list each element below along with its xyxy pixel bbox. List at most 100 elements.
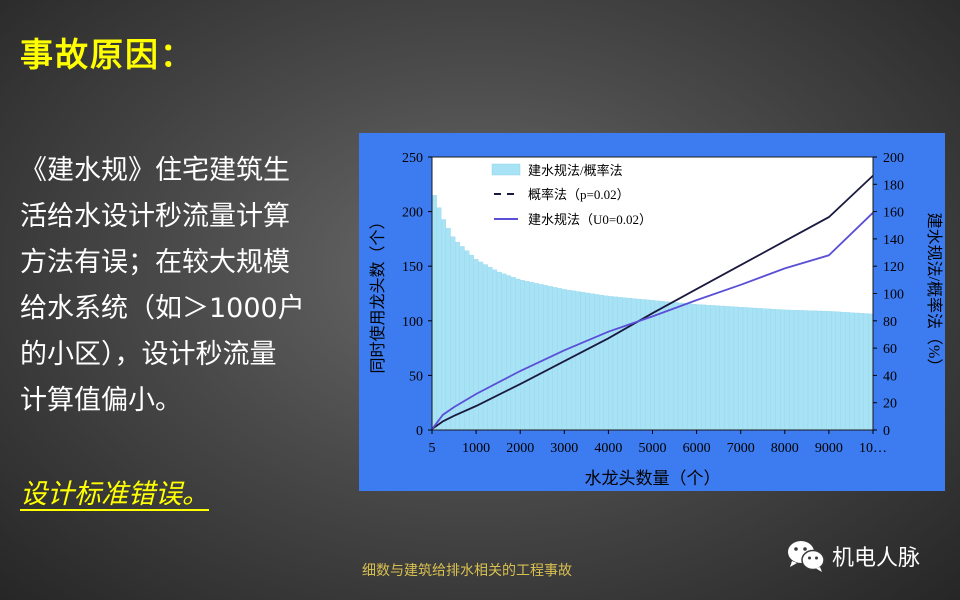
ratio-bar	[747, 307, 753, 431]
ratio-bar	[858, 313, 864, 431]
brand-watermark: 机电人脉	[786, 538, 920, 574]
y-left-tick-label: 0	[416, 424, 423, 439]
legend-label-code: 建水规法（U0=0.02）	[528, 212, 652, 227]
ratio-bar	[492, 269, 498, 431]
ratio-bar	[589, 293, 595, 431]
y-left-tick-label: 150	[402, 260, 423, 275]
ratio-bar	[687, 303, 693, 431]
ratio-bar	[789, 309, 795, 431]
x-tick-label: 3000	[550, 441, 578, 456]
x-tick-label: 4000	[594, 441, 622, 456]
ratio-bar	[575, 291, 581, 431]
ratio-bar	[515, 278, 521, 431]
ratio-bar	[631, 298, 637, 431]
ratio-bar	[770, 309, 776, 431]
ratio-bar	[803, 310, 809, 431]
emphasis-text: 设计标准错误。	[20, 472, 231, 511]
y-left-tick-label: 100	[402, 315, 423, 330]
body-line: 计算值偏小。	[20, 385, 182, 416]
ratio-bar	[431, 195, 437, 431]
chart: 0 50 100 150 200 250 0 20 40 60 80 100 120 140 160 180 2…	[369, 151, 943, 488]
brand-name: 机电人脉	[832, 546, 921, 571]
ratio-bar	[482, 264, 488, 431]
ratio-bar	[520, 280, 525, 431]
ratio-bar	[696, 304, 702, 431]
ratio-bar	[761, 308, 767, 431]
ratio-bar	[436, 207, 442, 431]
ratio-bar	[663, 301, 669, 431]
y-right-tick-label: 20	[883, 397, 897, 412]
ratio-bar	[557, 288, 563, 431]
ratio-bar	[821, 310, 827, 431]
ratio-bar	[775, 309, 781, 431]
ratio-bar	[598, 294, 604, 431]
x-tick-label: 7000	[727, 441, 755, 456]
ratio-bar	[715, 305, 720, 431]
ratio-bar	[510, 277, 516, 431]
ratio-bar	[608, 296, 614, 431]
x-tick-label: 10…	[859, 441, 887, 456]
ratio-bar	[585, 292, 590, 431]
ratio-bar	[636, 298, 642, 431]
y-right-tick-label: 180	[883, 178, 904, 193]
ratio-bar	[798, 310, 804, 431]
ratio-bar	[831, 311, 837, 431]
legend-label-probability: 概率法（p=0.02）	[528, 187, 630, 202]
x-tick-label: 5	[429, 441, 436, 456]
ratio-bar	[450, 236, 456, 431]
ratio-bar	[710, 305, 716, 431]
ratio-bar	[654, 300, 660, 431]
ratio-bar	[691, 304, 697, 431]
footer-caption: 细数与建筑给排水相关的工程事故	[362, 563, 572, 579]
ratio-bar	[705, 304, 711, 431]
y-left-tick-label: 200	[402, 206, 423, 221]
ratio-bar	[533, 283, 539, 431]
x-tick-label: 5000	[639, 441, 667, 456]
x-tick-label: 2000	[506, 441, 534, 456]
emphasis-label: 设计标准错误。	[20, 479, 209, 510]
ratio-bar	[529, 282, 535, 431]
ratio-bar	[677, 302, 683, 431]
ratio-bar	[738, 306, 744, 431]
y-left-tick-label: 250	[402, 151, 423, 166]
ratio-bar	[849, 312, 855, 431]
x-tick-label: 1000	[462, 441, 490, 456]
ratio-bar	[487, 266, 493, 431]
ratio-bar	[464, 250, 470, 431]
ratio-bar	[826, 311, 832, 431]
ratio-bar	[742, 307, 748, 431]
ratio-bar	[538, 284, 544, 431]
ratio-bar	[835, 311, 841, 431]
x-tick-label: 6000	[683, 441, 711, 456]
body-line: 方法有误；在较大规模	[20, 247, 290, 278]
ratio-bar	[580, 292, 586, 431]
x-axis-title: 水龙头数量（个）	[585, 469, 721, 488]
ratio-bar	[626, 298, 632, 431]
ratio-bar	[752, 307, 758, 431]
ratio-bar	[728, 306, 734, 431]
ratio-bar	[868, 313, 874, 431]
ratio-bar	[817, 310, 823, 431]
ratio-bar	[659, 301, 665, 431]
ratio-bar	[673, 302, 679, 431]
ratio-bar	[793, 310, 799, 431]
ratio-bar	[854, 312, 860, 431]
y-left-axis-title: 同时使用龙头数（个）	[369, 213, 387, 373]
ratio-bar	[455, 241, 460, 431]
ratio-bar	[445, 227, 451, 431]
ratio-bar	[701, 304, 707, 431]
y-left-tick-label: 50	[409, 369, 423, 384]
body-line: 《建水规》住宅建筑生	[20, 155, 290, 186]
ratio-bar	[844, 312, 850, 431]
body-line: 给水系统（如＞1000户	[20, 293, 305, 324]
ratio-bar	[840, 311, 846, 431]
x-tick-label: 8000	[771, 441, 799, 456]
y-right-tick-label: 140	[883, 233, 904, 248]
y-right-tick-label: 120	[883, 260, 904, 275]
ratio-bar	[807, 310, 813, 431]
series-line-code	[431, 212, 874, 430]
y-right-axis-title: 建水规法/概率法（%）	[925, 213, 943, 375]
y-right-tick-label: 60	[883, 342, 897, 357]
y-right-tick-label: 40	[883, 369, 897, 384]
series-line-probability	[431, 174, 874, 430]
